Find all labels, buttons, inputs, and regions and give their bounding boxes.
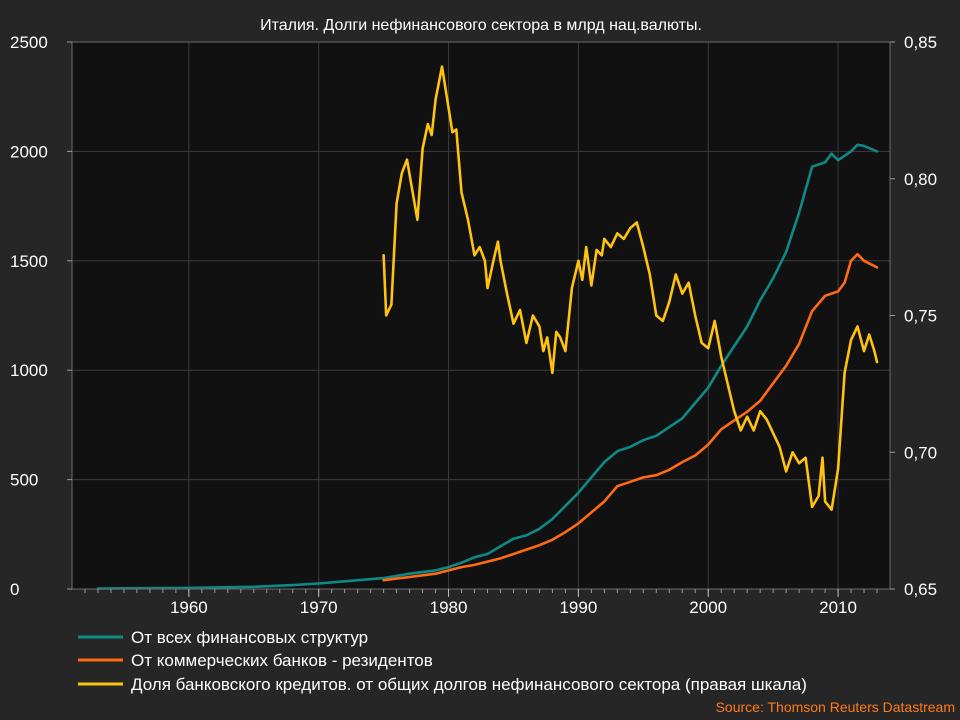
x-tick-label: 1990 — [559, 598, 597, 617]
series-line-2 — [382, 252, 879, 582]
left-tick-label: 2500 — [10, 33, 48, 52]
right-tick-label: 0,75 — [904, 307, 937, 326]
legend-label-1: От всех финансовых структур — [131, 628, 368, 647]
legend-label-3: Доля банковского кредитов. от общих долг… — [131, 675, 807, 694]
x-tick-label: 2010 — [819, 598, 857, 617]
right-tick-label: 0,80 — [904, 170, 937, 189]
left-tick-label: 1500 — [10, 252, 48, 271]
left-tick-label: 0 — [10, 580, 19, 599]
x-tick-label: 2000 — [689, 598, 727, 617]
left-tick-label: 1000 — [10, 361, 48, 380]
x-tick-label: 1960 — [170, 598, 208, 617]
grid-lines — [72, 41, 890, 590]
left-tick-label: 500 — [10, 471, 38, 490]
x-tick-label: 1970 — [300, 598, 338, 617]
plot-area — [72, 42, 890, 589]
x-axis: 1960 1970 1980 1990 2000 2010 — [84, 589, 878, 617]
legend-label-2: От коммерческих банков - резидентов — [131, 651, 433, 670]
right-tick-label: 0,70 — [904, 443, 937, 462]
legend: От всех финансовых структур От коммерческ… — [78, 628, 807, 694]
right-axis: 0,65 0,70 0,75 0,80 0,85 — [890, 33, 937, 599]
source-note: Source: Thomson Reuters Datastream — [716, 699, 955, 715]
right-tick-label: 0,85 — [904, 33, 937, 52]
series-lines — [96, 65, 879, 590]
right-tick-label: 0,65 — [904, 580, 937, 599]
chart-title: Италия. Долги нефинансового сектора в мл… — [260, 17, 702, 34]
x-tick-label: 1980 — [430, 598, 468, 617]
left-axis: 0 500 1000 1500 2000 2500 — [10, 33, 72, 599]
series-line-1 — [96, 143, 879, 590]
series-line-3 — [382, 65, 879, 511]
left-tick-label: 2000 — [10, 142, 48, 161]
